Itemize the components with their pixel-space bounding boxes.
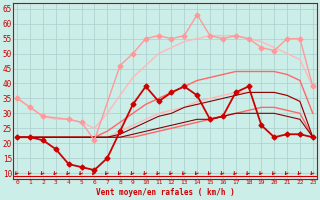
- X-axis label: Vent moyen/en rafales ( km/h ): Vent moyen/en rafales ( km/h ): [96, 188, 234, 197]
